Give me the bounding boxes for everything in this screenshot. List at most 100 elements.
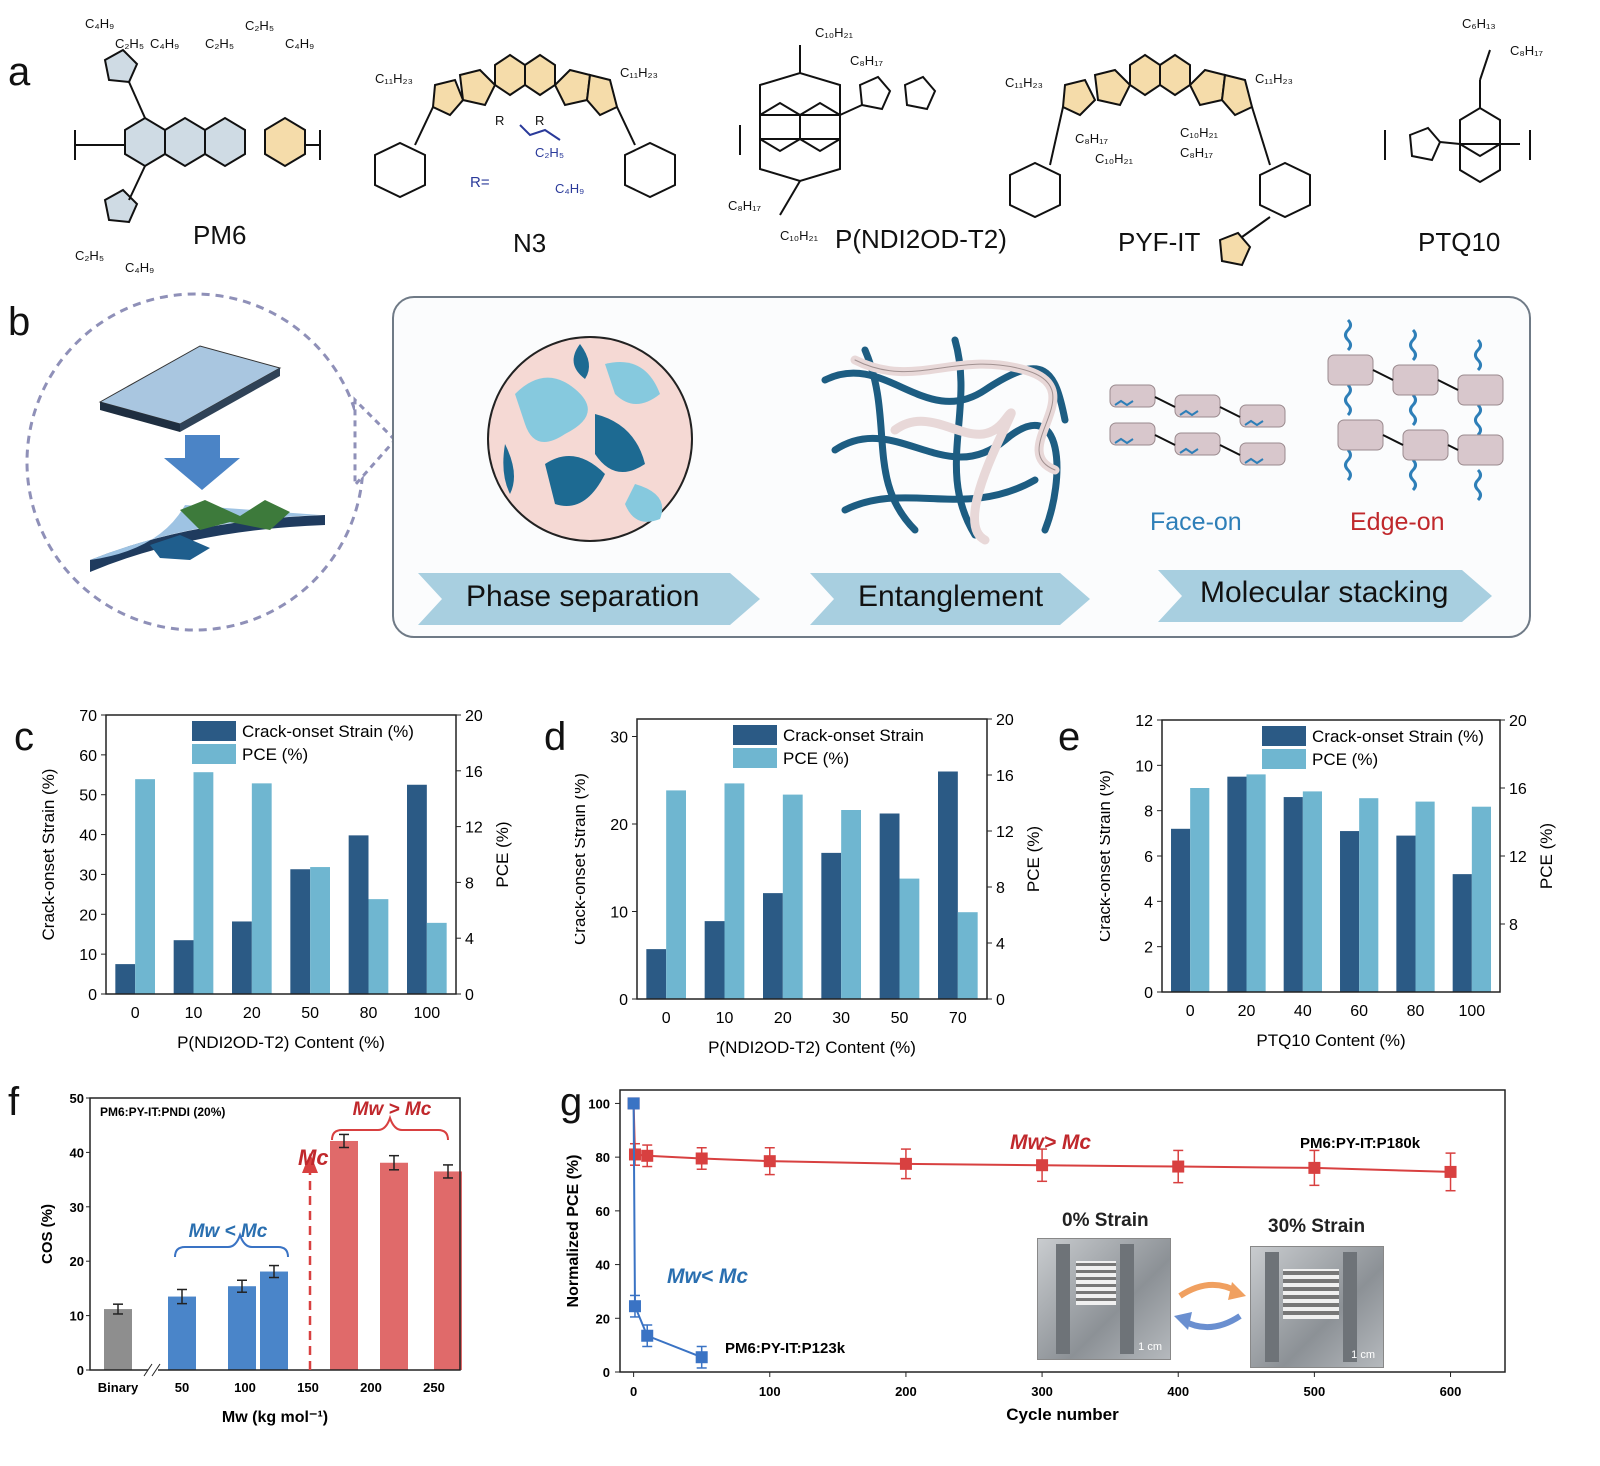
pm6-sub-6: C₄H₉ <box>285 36 314 51</box>
panel-label-c: c <box>14 715 34 759</box>
molecule-pndi-structure: C₁₀H₂₁ C₈H₁₇ C₈H₁₇ C₁₀H₂₁ <box>728 25 937 243</box>
xtick-g-4: 400 <box>1167 1384 1189 1399</box>
bar-f-1 <box>168 1296 196 1370</box>
xlabel-f: Mw (kg mol⁻¹) <box>222 1409 328 1426</box>
bar-d-strain-4 <box>879 813 900 999</box>
xtick-d-5: 70 <box>949 1010 967 1027</box>
pm6-sub-1: C₄H₉ <box>85 16 114 31</box>
molecule-name-ptq10: PTQ10 <box>1418 227 1501 257</box>
bar-c-strain-3 <box>290 869 311 994</box>
axis-break-f-1 <box>143 1363 153 1377</box>
ytick-right-c-1: 4 <box>465 931 474 948</box>
bar-e-pce-5 <box>1471 806 1491 992</box>
bar-c-pce-2 <box>251 783 272 994</box>
bar-c-strain-5 <box>407 784 427 994</box>
mc-label-f: Mc <box>298 1145 329 1170</box>
ytick-left-e-3: 6 <box>1144 849 1153 866</box>
chevron-molecular-stacking <box>1158 570 1492 622</box>
ylabel-f: COS (%) <box>39 1204 56 1264</box>
face-on-stacking-illustration <box>1109 384 1286 466</box>
bar-d-pce-2 <box>782 794 803 999</box>
xtick-g-3: 300 <box>1031 1384 1053 1399</box>
ylabel-g: Normalized PCE (%) <box>565 1155 582 1308</box>
pyfit-sub-5: C₁₀H₂₁ <box>1180 125 1219 140</box>
mc-arrowhead-f <box>302 1153 318 1173</box>
bar-c-strain-0 <box>115 964 136 994</box>
xtick-d-0: 0 <box>662 1010 671 1027</box>
ytick-right-e-1: 12 <box>1509 849 1527 866</box>
molecule-name-pndi: P(NDI2OD-T2) <box>835 224 1007 254</box>
panel-label-f: f <box>8 1080 20 1124</box>
pyfit-sub-1: C₁₁H₂₃ <box>1005 75 1043 90</box>
photo-0-strain: 1 cm <box>1037 1238 1171 1360</box>
ylabel-left-e: Crack-onset Strain (%) <box>1100 770 1114 942</box>
panel-label-b: b <box>8 300 31 344</box>
molecule-name-n3: N3 <box>513 228 547 258</box>
xtick-g-2: 200 <box>895 1384 917 1399</box>
point-g-1-2 <box>641 1329 654 1342</box>
ytick-left-c-3: 30 <box>79 867 97 884</box>
point-g-0-1 <box>628 1148 641 1161</box>
legend-label-c-0: Crack-onset Strain (%) <box>242 722 414 741</box>
chart-c: 0 10 20 50 80 100 0 10 20 30 40 50 60 70 0 4 8 12 16 20 P(ND… <box>40 708 512 1052</box>
pyfit-sub-2: C₁₁H₂₃ <box>1255 71 1293 86</box>
brace-high-f <box>331 1114 449 1141</box>
legend-swatch-d-0 <box>733 725 777 745</box>
bar-e-pce-2 <box>1302 791 1322 992</box>
xtick-c-2: 20 <box>243 1005 261 1022</box>
ytick-left-e-2: 4 <box>1144 894 1153 911</box>
bar-f-0 <box>104 1309 132 1370</box>
legend-swatch-c-0 <box>192 721 236 741</box>
ytick-g-2: 40 <box>596 1258 610 1273</box>
frame-c <box>105 714 457 995</box>
molecule-pm6-structure: C₄H₉ C₂H₅ C₄H₉ C₂H₅ C₂H₅ C₄H₉ C₄H₉ C₂H₅ <box>74 16 321 275</box>
molecule-pyfit-structure: C₁₁H₂₃ C₁₁H₂₃ C₈H₁₇ C₁₀H₂₁ C₁₀H₂₁ C₈H₁₇ <box>1005 53 1311 267</box>
xtick-c-1: 10 <box>185 1005 203 1022</box>
legend-label-e-1: PCE (%) <box>1312 750 1378 769</box>
ytick-left-d-3: 30 <box>610 730 628 747</box>
phase-separation-illustration <box>487 336 693 542</box>
edge-on-label: Edge-on <box>1350 508 1445 536</box>
point-g-1-3 <box>695 1351 708 1364</box>
frame-f <box>89 1097 461 1371</box>
ytick-left-c-2: 20 <box>79 907 97 924</box>
xtick-g-6: 600 <box>1440 1384 1462 1399</box>
point-g-1-1 <box>628 1300 641 1313</box>
bar-e-pce-0 <box>1190 788 1210 992</box>
bar-d-pce-5 <box>957 912 978 999</box>
xtick-g-5: 500 <box>1304 1384 1326 1399</box>
xtick-e-5: 100 <box>1458 1003 1485 1020</box>
ytick-g-1: 20 <box>596 1311 610 1326</box>
point-g-1-0 <box>627 1097 640 1110</box>
xtick-d-1: 10 <box>716 1010 734 1027</box>
pndi-sub-2: C₈H₁₇ <box>850 53 884 68</box>
bar-e-strain-1 <box>1227 776 1247 992</box>
bar-e-strain-2 <box>1283 797 1303 992</box>
xtick-g-1: 100 <box>759 1384 781 1399</box>
ytick-right-d-2: 8 <box>996 880 1005 897</box>
panel-label-e: e <box>1058 715 1081 759</box>
bar-c-pce-4 <box>368 899 389 994</box>
chevron-phase-separation <box>418 573 760 625</box>
ytick-f-5: 50 <box>70 1091 84 1106</box>
pm6-sub-7: C₄H₉ <box>125 260 154 275</box>
entanglement-label: Entanglement <box>858 580 1044 613</box>
point-g-0-5 <box>899 1157 912 1170</box>
bar-f-6 <box>434 1171 462 1370</box>
bar-c-pce-5 <box>426 922 447 994</box>
legend-swatch-d-1 <box>733 748 777 768</box>
ytick-left-c-4: 40 <box>79 828 97 845</box>
ytick-g-4: 80 <box>596 1150 610 1165</box>
xtick-c-5: 100 <box>413 1005 440 1022</box>
ylabel-left-c: Crack-onset Strain (%) <box>40 769 58 941</box>
ytick-right-d-4: 16 <box>996 768 1014 785</box>
frame-g <box>619 1089 1506 1373</box>
entanglement-illustration <box>821 336 1069 545</box>
bar-c-strain-1 <box>173 940 194 994</box>
xtick-f-2: 100 <box>234 1380 256 1395</box>
bar-c-pce-0 <box>135 779 155 994</box>
scale-bar-0: 1 cm <box>1138 1341 1162 1353</box>
ytick-right-d-0: 0 <box>996 992 1005 1009</box>
bar-d-strain-3 <box>821 852 842 999</box>
series-tag-g-1: Mw< Mc <box>667 1265 748 1288</box>
